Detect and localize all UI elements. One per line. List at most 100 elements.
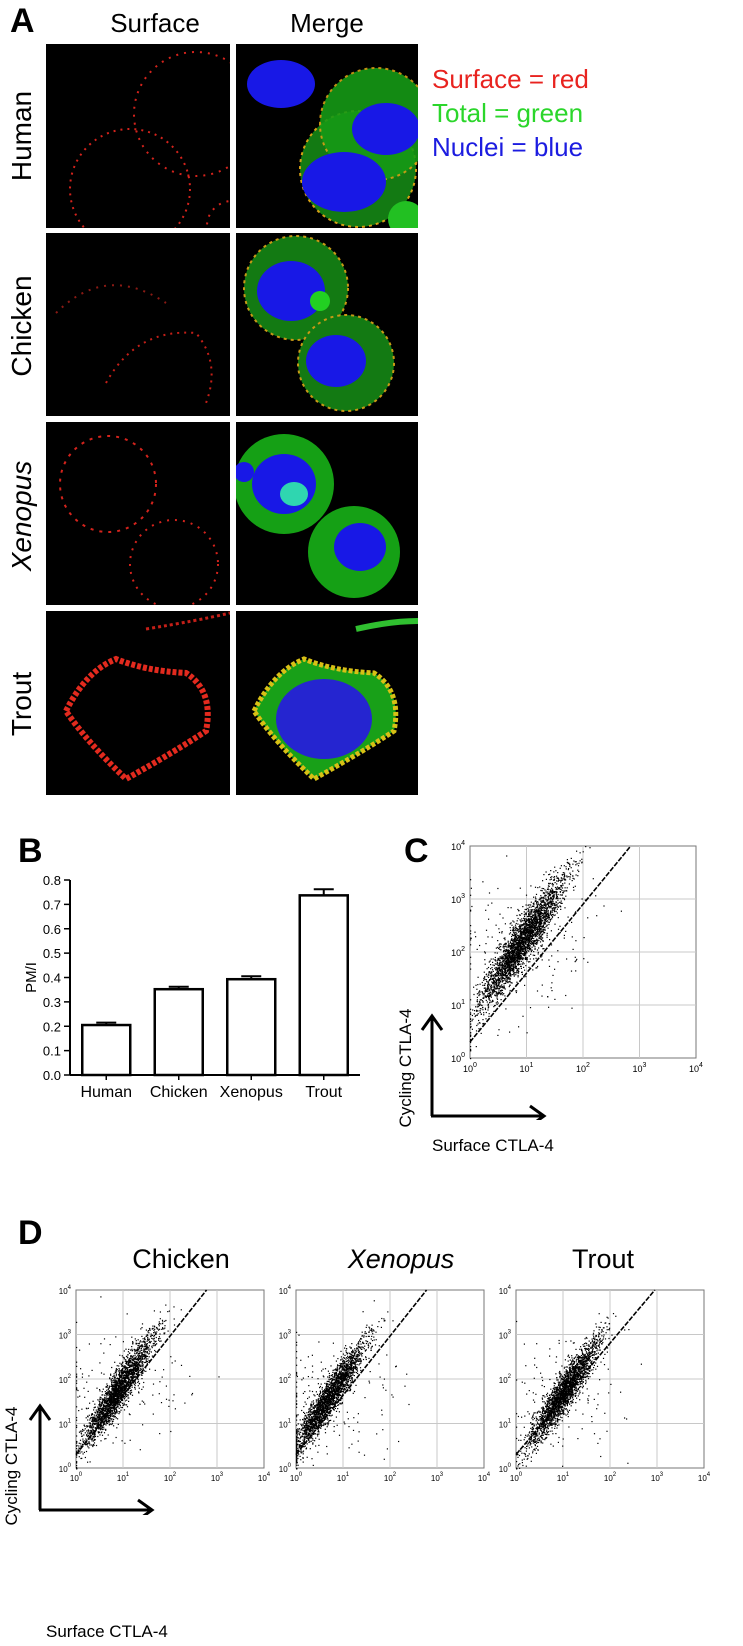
data-point [159, 1433, 161, 1435]
data-point [523, 951, 526, 954]
data-point [541, 984, 543, 986]
data-point [567, 862, 569, 865]
data-point [505, 967, 507, 969]
data-point [553, 879, 555, 881]
data-point [513, 940, 515, 942]
data-point [127, 1367, 129, 1369]
data-point [482, 1001, 484, 1003]
data-point [526, 946, 528, 948]
data-point [547, 918, 550, 920]
data-point [516, 920, 518, 922]
data-point [556, 891, 558, 893]
data-point [554, 906, 556, 908]
data-point [560, 886, 562, 888]
data-point [525, 928, 527, 930]
data-point [151, 1334, 153, 1337]
data-point [504, 953, 506, 955]
data-point [538, 913, 540, 915]
data-point [525, 931, 527, 933]
data-point [517, 908, 519, 911]
data-point [134, 1358, 136, 1360]
data-point [504, 973, 506, 975]
data-point [117, 1370, 119, 1372]
data-point [542, 940, 544, 942]
data-point [522, 906, 524, 908]
data-point [538, 923, 540, 925]
data-point [512, 963, 514, 965]
data-point [501, 980, 504, 982]
data-point [121, 1378, 123, 1380]
data-point [113, 1416, 115, 1418]
y-tick-exponent: 0 [461, 1052, 465, 1059]
data-point [484, 983, 486, 985]
data-point [486, 988, 488, 990]
data-point [589, 847, 591, 849]
data-point [140, 1361, 142, 1363]
data-point [131, 1359, 133, 1361]
data-point [514, 934, 516, 936]
data-point [540, 915, 542, 918]
data-point [142, 1341, 144, 1343]
data-point [100, 1296, 102, 1298]
data-point [520, 944, 522, 946]
data-point [475, 936, 477, 938]
data-point [145, 1360, 147, 1362]
data-point [504, 955, 506, 957]
data-point [551, 911, 554, 913]
data-point [521, 946, 523, 949]
data-point [527, 904, 529, 906]
data-point [519, 935, 521, 938]
data-point [149, 1368, 151, 1370]
data-point [488, 996, 490, 998]
data-point [503, 987, 505, 989]
data-point [519, 942, 521, 944]
data-point [85, 1417, 87, 1419]
data-point [524, 969, 526, 971]
data-point [541, 922, 543, 925]
data-point [118, 1396, 120, 1398]
data-point [159, 1337, 161, 1340]
data-point [561, 894, 563, 896]
data-point [538, 925, 540, 928]
data-point [517, 944, 519, 946]
data-point [108, 1421, 110, 1423]
data-point [502, 964, 504, 966]
data-point [535, 942, 538, 944]
data-point [550, 912, 552, 914]
data-point [528, 934, 530, 936]
data-point [528, 912, 530, 914]
data-point [495, 947, 497, 949]
data-point [483, 977, 485, 979]
data-point [501, 962, 503, 964]
data-point [560, 900, 562, 902]
data-point [517, 948, 519, 950]
data-point [523, 937, 525, 939]
data-point [541, 912, 543, 914]
data-point [139, 1449, 141, 1451]
data-point [533, 904, 535, 906]
data-point [531, 922, 533, 924]
data-point [568, 868, 570, 870]
data-point [153, 1335, 155, 1337]
data-point [163, 1369, 165, 1371]
data-point [103, 1432, 106, 1434]
data-point [504, 963, 506, 965]
data-point [547, 914, 549, 917]
data-point [104, 1391, 106, 1393]
data-point [491, 975, 493, 977]
data-point [109, 1415, 112, 1417]
data-point [506, 981, 508, 983]
data-point [509, 970, 512, 972]
data-point [470, 909, 472, 911]
data-point [531, 937, 533, 939]
data-point [534, 900, 536, 902]
data-point [534, 912, 536, 914]
data-point [522, 948, 524, 950]
data-point [102, 1406, 104, 1408]
data-point [535, 923, 538, 925]
data-point [565, 868, 567, 870]
data-point [84, 1456, 86, 1459]
data-point [525, 908, 528, 910]
data-point [545, 910, 547, 912]
data-point [479, 1001, 481, 1003]
